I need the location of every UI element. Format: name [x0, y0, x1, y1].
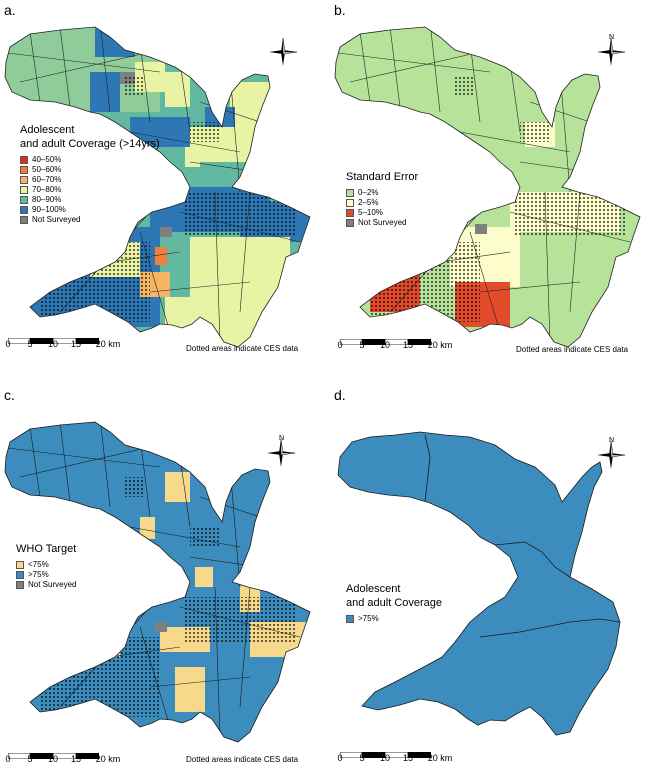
scale-tick: 0 — [5, 339, 11, 349]
legend-item: 0–2% — [346, 188, 418, 198]
scale-tick: 15 — [402, 753, 414, 763]
scale-tick: 5 — [27, 754, 33, 764]
north-arrow-icon — [268, 36, 298, 73]
legend-item: >75% — [346, 614, 442, 624]
legend-item: 2–5% — [346, 198, 418, 208]
legend-item: 80–90% — [20, 195, 160, 205]
legend-item: >75% — [16, 570, 76, 580]
swatch — [16, 571, 24, 579]
north-label: N — [609, 437, 615, 444]
legend: WHO Target <75% >75% Not Surveyed — [16, 542, 76, 590]
scale-tick: 10 — [379, 340, 391, 350]
legend: Adolescent and adult Coverage >75% — [346, 582, 442, 624]
north-arrow-icon: N — [596, 437, 626, 476]
legend-item: <75% — [16, 560, 76, 570]
panel-d: d. Adolescent and adult Coverage >75% N — [330, 385, 647, 769]
panel-label: b. — [334, 2, 346, 18]
swatch — [346, 199, 354, 207]
scale-tick: 15 — [402, 340, 414, 350]
swatch — [20, 186, 28, 194]
aggregate-coverage-map — [337, 431, 621, 736]
swatch — [20, 196, 28, 204]
panel-label: d. — [334, 387, 346, 403]
legend-title-line2: and adult Coverage (>14yrs) — [20, 138, 160, 150]
scale-bar: 0 5 10 15 20 km — [337, 745, 452, 763]
panel-a: a. — [0, 0, 323, 384]
swatch — [16, 561, 24, 569]
legend-item: 5–10% — [346, 208, 418, 218]
legend: Standard Error 0–2% 2–5% 5–10% Not Surve… — [346, 170, 418, 228]
standard-error-map — [334, 26, 641, 348]
swatch — [20, 176, 28, 184]
scale-tick: 20 km — [95, 339, 121, 349]
swatch — [346, 615, 354, 623]
scale-tick: 5 — [359, 753, 365, 763]
scale-tick: 10 — [379, 753, 391, 763]
swatch — [346, 219, 354, 227]
swatch — [20, 156, 28, 164]
scale-bar: 0 5 10 15 20 km — [337, 332, 452, 350]
coverage-map — [4, 26, 311, 348]
north-label: N — [279, 435, 285, 442]
panel-label: a. — [4, 2, 16, 18]
scale-tick: 10 — [47, 339, 59, 349]
swatch — [20, 216, 28, 224]
scale-tick: 0 — [337, 340, 343, 350]
legend-item: 50–60% — [20, 165, 160, 175]
panel-c: c. WHO Target <75% >75% — [0, 385, 323, 769]
north-label: N — [609, 34, 615, 41]
panel-label: c. — [4, 387, 15, 403]
legend-title: WHO Target — [16, 543, 77, 555]
legend-title: Standard Error — [346, 171, 419, 183]
legend-item: 90–100% — [20, 205, 160, 215]
scale-tick: 10 — [47, 754, 59, 764]
swatch — [20, 166, 28, 174]
legend-title-line1: Adolescent — [346, 583, 401, 595]
scale-bar: 0 5 10 15 20 km — [5, 746, 120, 764]
legend-item: Not Surveyed — [20, 215, 160, 225]
swatch — [16, 581, 24, 589]
scale-tick: 20 km — [95, 754, 121, 764]
legend: Adolescent and adult Coverage (>14yrs) 4… — [20, 123, 160, 225]
who-target-map — [4, 421, 311, 743]
north-arrow-icon: N — [596, 34, 626, 73]
scale-tick: 20 km — [427, 340, 453, 350]
north-arrow-icon: N — [266, 435, 296, 474]
ces-note: Dotted areas indicate CES data — [516, 345, 629, 354]
scale-tick: 20 km — [427, 753, 453, 763]
legend-item: Not Surveyed — [16, 580, 76, 590]
scale-tick: 5 — [27, 339, 33, 349]
legend-item: 60–70% — [20, 175, 160, 185]
legend-title-line1: Adolescent — [20, 124, 75, 136]
panel-b: b. Standard Error 0–2% 2–5% — [330, 0, 647, 384]
scale-tick: 0 — [5, 754, 11, 764]
swatch — [20, 206, 28, 214]
swatch — [346, 189, 354, 197]
scale-bar: 0 5 10 15 20 km — [5, 331, 120, 349]
scale-tick: 0 — [337, 753, 343, 763]
ces-note: Dotted areas indicate CES data — [186, 755, 299, 764]
ces-note: Dotted areas indicate CES data — [186, 344, 299, 353]
swatch — [346, 209, 354, 217]
legend-item: Not Surveyed — [346, 218, 418, 228]
legend-item: 70–80% — [20, 185, 160, 195]
scale-tick: 15 — [70, 339, 82, 349]
legend-item: 40–50% — [20, 155, 160, 165]
scale-tick: 15 — [70, 754, 82, 764]
scale-tick: 5 — [359, 340, 365, 350]
legend-title-line2: and adult Coverage — [346, 597, 443, 609]
